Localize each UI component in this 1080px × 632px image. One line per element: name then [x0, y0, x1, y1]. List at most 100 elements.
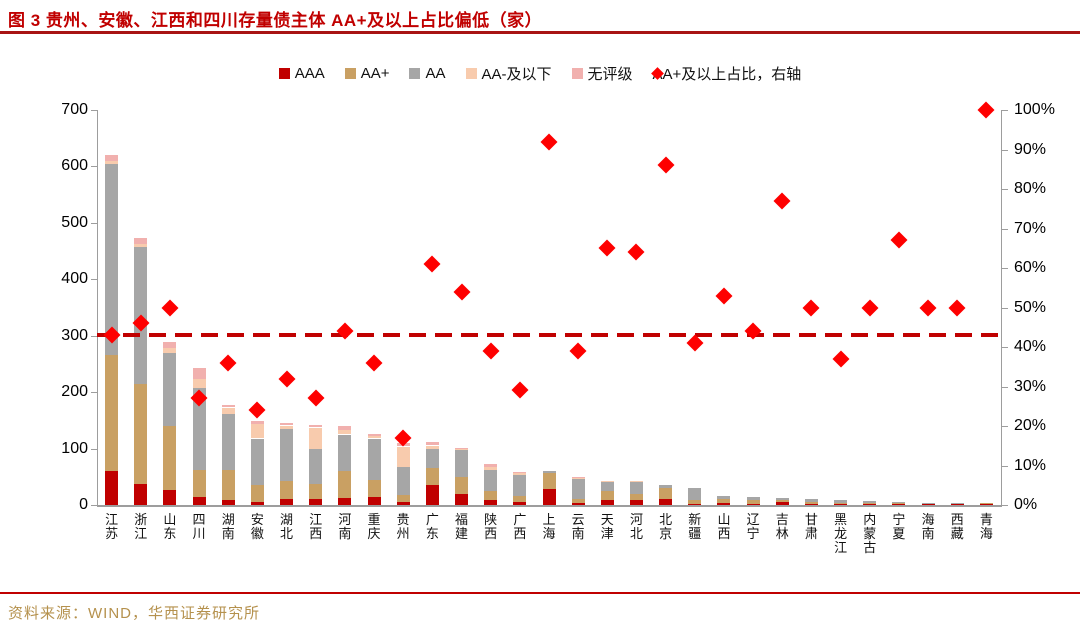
bar-segment-- — [484, 464, 498, 467]
bar-segment-- — [571, 477, 585, 478]
right-axis-tick-label: 0% — [1014, 496, 1038, 513]
left-axis-tick-label: 100 — [61, 439, 88, 457]
bar-segment-aa- — [192, 470, 206, 497]
x-axis-label: 辽宁 — [746, 512, 760, 541]
bar-segment-aa — [629, 482, 643, 494]
bar-segment-aaa — [280, 499, 294, 505]
right-axis-tick — [1002, 347, 1008, 348]
bar-segment-- — [338, 426, 352, 430]
scatter-point — [569, 342, 587, 360]
bar-segment-aaa — [396, 502, 410, 505]
legend-square-icon — [278, 67, 290, 79]
bar-segment-aa- — [338, 470, 352, 498]
bar-segment-aa — [367, 439, 381, 480]
scatter-point — [715, 287, 733, 305]
bar-segment-aa — [863, 501, 877, 503]
right-axis-tick — [1002, 149, 1008, 151]
x-axis-label: 天津 — [600, 512, 614, 541]
x-axis-label: 广东 — [425, 512, 439, 541]
bar-segment-aa- — [571, 498, 585, 503]
left-axis-tick — [91, 222, 97, 224]
scatter-point — [161, 299, 179, 316]
footer-rule — [0, 592, 1080, 594]
bar-segment-aa- — [717, 499, 731, 503]
scatter-point — [627, 243, 645, 261]
legend-item-aaa: AAA — [278, 65, 325, 82]
bar-segment-aaa — [600, 500, 614, 505]
bar-segment-aaa — [979, 504, 993, 505]
chart-legend: AAA AA+ AA AA-及以下 无评级 AA+及以上占比，右轴 — [60, 62, 1020, 84]
right-axis-line — [1001, 110, 1002, 505]
left-axis-tick — [91, 110, 97, 111]
bar-segment-aa- — [280, 426, 294, 429]
bar-segment-aa — [309, 449, 323, 484]
scatter-point — [977, 101, 995, 119]
right-axis-tick-label: 30% — [1014, 377, 1047, 395]
x-axis-label: 湖北 — [280, 512, 294, 541]
scatter-point — [598, 239, 616, 257]
bar-segment-aa — [396, 467, 410, 495]
bar-segment-aa- — [425, 468, 439, 485]
bar-segment-aa- — [396, 495, 410, 502]
right-axis-tick-label: 80% — [1014, 180, 1047, 197]
bar-segment-aa- — [105, 355, 119, 471]
bar-segment-aa- — [892, 502, 906, 504]
right-axis-tick — [1002, 189, 1008, 190]
bar-segment-aa- — [221, 470, 235, 500]
bar-segment-aa- — [513, 496, 527, 502]
x-axis-label: 内蒙古 — [863, 512, 877, 555]
bar-segment-aa- — [309, 483, 323, 499]
bar-segment-- — [250, 421, 264, 424]
bar-segment-aa- — [600, 490, 614, 500]
bar-segment-aaa — [250, 502, 264, 505]
legend-square-icon — [409, 67, 421, 79]
scatter-point — [861, 299, 879, 316]
bar-segment-aa- — [804, 502, 818, 504]
bar-segment-aaa — [105, 471, 119, 505]
scatter-point — [423, 255, 441, 273]
right-axis-tick-label: 10% — [1014, 456, 1047, 474]
bar-segment-aa- — [163, 426, 177, 490]
bar-segment-aa — [455, 450, 469, 477]
bar-segment-aa — [834, 500, 848, 503]
bar-segment-- — [280, 423, 294, 425]
bar-segment-aa- — [163, 348, 177, 353]
x-axis-label: 山西 — [717, 512, 731, 541]
bar-segment-aaa — [863, 504, 877, 505]
bar-segment-aa — [717, 496, 731, 499]
x-axis-label: 贵州 — [396, 512, 410, 541]
bar-segment-aa- — [775, 500, 789, 502]
bar-segment-aa- — [834, 503, 848, 504]
bar-segment-aa — [513, 475, 527, 496]
legend-label: AA-及以下 — [481, 65, 552, 83]
right-axis-tick — [1002, 228, 1008, 230]
x-axis-label: 河南 — [338, 512, 352, 541]
bar-segment-aaa — [804, 504, 818, 505]
bar-segment-- — [192, 368, 206, 379]
x-axis-label: 福建 — [455, 512, 469, 541]
scatter-point — [365, 354, 383, 372]
scatter-point — [832, 350, 850, 368]
bar-segment-aa- — [746, 500, 760, 504]
bar-segment-aa- — [250, 485, 264, 502]
bar-segment-- — [221, 405, 235, 407]
left-axis-tick-label: 300 — [61, 326, 88, 344]
legend-label: AA+ — [360, 64, 390, 82]
bar-segment-aaa — [688, 504, 702, 505]
bar-segment-aa- — [192, 379, 206, 388]
x-axis-label: 黑龙江 — [834, 512, 848, 555]
bar-segment-aa — [950, 503, 964, 504]
right-axis-tick — [1002, 505, 1008, 506]
right-axis-tick-label: 70% — [1014, 219, 1047, 237]
left-axis-tick — [91, 505, 97, 506]
left-axis-tick — [91, 335, 97, 337]
right-axis-tick — [1002, 307, 1008, 309]
source-note: 资料来源：WIND，华西证券研究所 — [8, 605, 260, 622]
scatter-point — [307, 389, 325, 407]
bar-segment-aaa — [338, 498, 352, 505]
bar-segment-- — [425, 442, 439, 445]
bar-segment-aaa — [134, 484, 148, 505]
left-axis-tick — [91, 166, 97, 168]
bar-segment-aaa — [455, 494, 469, 505]
legend-square-icon — [571, 67, 583, 79]
